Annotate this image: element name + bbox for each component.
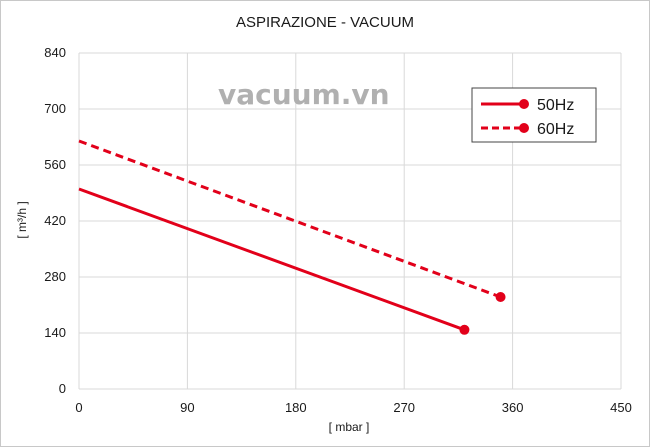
x-axis-label: [ mbar ] [329, 420, 370, 434]
y-tick-label-560: 560 [44, 157, 66, 172]
y-tick-label-700: 700 [44, 101, 66, 116]
y-tick-label-280: 280 [44, 269, 66, 284]
y-tick-label-840: 840 [44, 45, 66, 60]
series-group [78, 139, 506, 335]
legend-label-60hz: 60Hz [537, 121, 574, 138]
y-tick-label-140: 140 [44, 325, 66, 340]
legend-box [471, 87, 597, 143]
y-tick-label-0: 0 [59, 381, 66, 396]
legend-marker-50hz [519, 99, 529, 109]
x-tick-label-360: 360 [502, 400, 524, 415]
y-axis-label: [ m³/h ] [15, 201, 29, 238]
x-tick-label-90: 90 [180, 400, 194, 415]
x-tick-label-270: 270 [393, 400, 415, 415]
series-marker-1 [495, 292, 506, 302]
x-tick-label-0: 0 [75, 400, 82, 415]
y-tick-label-420: 420 [44, 213, 66, 228]
x-tick-label-450: 450 [610, 400, 632, 415]
legend: 50Hz 60Hz [471, 87, 597, 143]
x-tick-labels: 0 90 180 270 360 450 [75, 400, 631, 415]
x-tick-label-180: 180 [285, 400, 307, 415]
series-line-0 [78, 187, 465, 332]
legend-label-50hz: 50Hz [537, 97, 574, 114]
y-tick-labels: 0 140 280 420 560 700 840 [44, 45, 66, 396]
chart-title: ASPIRAZIONE - VACUUM [236, 14, 414, 31]
legend-marker-60hz [519, 123, 529, 133]
series-line-1 [78, 139, 502, 299]
series-marker-0 [459, 324, 470, 335]
watermark: vacuum.vn [218, 78, 390, 111]
